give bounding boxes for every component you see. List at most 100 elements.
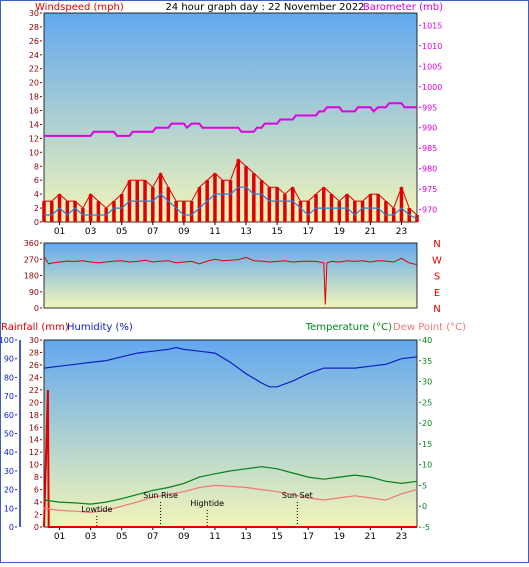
direction-axis-tick-label: 180 xyxy=(24,272,39,281)
temperature-axis-tick-label: -5 xyxy=(422,523,430,532)
windspeed-axis-tick-label: 8 xyxy=(34,162,39,171)
direction-axis-tick-label: 90 xyxy=(29,288,39,297)
rainfall-axis-tick-label: 20 xyxy=(29,398,39,407)
rainfall-axis-tick-label: 2 xyxy=(34,511,39,520)
plot-area xyxy=(44,340,417,527)
windspeed-axis-tick-label: 6 xyxy=(34,176,39,185)
direction-axis-tick-label: 360 xyxy=(24,239,39,248)
rainfall-line xyxy=(43,389,417,528)
x-tick-label: 15 xyxy=(271,227,282,237)
x-tick-label: 17 xyxy=(302,532,313,542)
barometer-axis-tick-label: 1000 xyxy=(422,83,442,92)
rainfall-axis-tick-label: 18 xyxy=(29,411,39,420)
dewpoint-label: Dew Point (°C) xyxy=(393,322,466,333)
temperature-axis-tick-label: 0 xyxy=(422,502,427,511)
x-tick-label: 19 xyxy=(334,227,346,237)
temperature-axis-tick-label: 10 xyxy=(422,461,432,470)
humidity-axis-tick-label: 20 xyxy=(4,486,14,495)
rainfall-axis-tick-label: 0 xyxy=(34,523,39,532)
temperature-axis-tick-label: 20 xyxy=(422,419,432,428)
compass-label: W xyxy=(432,255,442,266)
barometer-axis-tick-label: 970 xyxy=(422,206,437,215)
windspeed-axis-tick-label: 30 xyxy=(29,9,39,18)
humidity-axis-tick-label: 40 xyxy=(4,448,14,457)
x-tick-label: 05 xyxy=(116,532,127,542)
event-label: Hightide xyxy=(190,499,224,508)
x-tick-label: 01 xyxy=(54,532,65,542)
compass-label: N xyxy=(433,239,440,250)
rainfall-axis-tick-label: 30 xyxy=(29,336,39,345)
windspeed-line xyxy=(44,158,418,216)
wind-baro-panel: 01 03 05 07 09 11 13 15 17 19 21 230246810121416182… xyxy=(29,9,443,237)
windspeed-axis-tick-label: 4 xyxy=(34,190,39,199)
x-tick-label: 15 xyxy=(271,532,282,542)
temperature-axis-tick-label: 35 xyxy=(422,357,432,366)
temperature-axis-tick-label: 25 xyxy=(422,398,432,407)
windspeed-axis-tick-label: 20 xyxy=(29,79,39,88)
compass-label: S xyxy=(434,272,440,283)
windspeed-axis-tick-label: 16 xyxy=(29,107,39,116)
windspeed-axis-tick-label: 0 xyxy=(34,218,39,227)
plot-area xyxy=(44,243,417,308)
barometer-axis-tick-label: 1010 xyxy=(422,42,442,51)
barometer-axis-tick-label: 975 xyxy=(422,185,437,194)
rainfall-axis-tick-label: 16 xyxy=(29,423,39,432)
rainfall-axis-tick-label: 6 xyxy=(34,486,39,495)
humidity-axis-tick-label: 30 xyxy=(4,467,14,476)
event-label: Lowtide xyxy=(81,505,112,514)
barometer-axis-tick-label: 990 xyxy=(422,124,437,133)
x-tick-label: 09 xyxy=(178,532,190,542)
humidity-axis-tick-label: 100 xyxy=(0,336,14,345)
x-tick-label: 05 xyxy=(116,227,127,237)
x-tick-label: 21 xyxy=(365,227,376,237)
rainfall-label: Rainfall (mm) xyxy=(1,322,69,333)
windspeed-label: Windspeed (mph) xyxy=(35,2,124,13)
dewpoint-line xyxy=(43,484,418,514)
x-tick-label: 13 xyxy=(240,227,251,237)
event-label: Sun Rise xyxy=(143,491,178,500)
humidity-axis-tick-label: 10 xyxy=(4,504,14,513)
temperature-axis-tick-label: 30 xyxy=(422,378,432,387)
rainfall-axis-tick-label: 14 xyxy=(29,436,39,445)
temperature-axis-tick-label: 5 xyxy=(422,481,427,490)
x-tick-label: 11 xyxy=(209,532,220,542)
humidity-axis-tick-label: 0 xyxy=(9,523,14,532)
windspeed-axis-tick-label: 24 xyxy=(29,51,39,60)
windspeed-axis-tick-label: 28 xyxy=(29,23,39,32)
x-tick-label: 13 xyxy=(240,532,251,542)
x-tick-label: 01 xyxy=(54,227,65,237)
barometer-line xyxy=(44,102,417,137)
humidity-axis-tick-label: 60 xyxy=(4,411,14,420)
barometer-axis-tick-label: 980 xyxy=(422,165,437,174)
windspeed-axis-tick-label: 12 xyxy=(29,134,39,143)
x-tick-label: 17 xyxy=(302,227,313,237)
humidity-axis-tick-label: 50 xyxy=(4,430,14,439)
x-tick-label: 21 xyxy=(365,532,376,542)
average-wind-line xyxy=(44,186,418,220)
x-tick-label: 03 xyxy=(85,532,96,542)
windspeed-axis-tick-label: 22 xyxy=(29,65,39,74)
direction-axis-tick-label: 270 xyxy=(24,255,39,264)
x-tick-label: 19 xyxy=(334,532,346,542)
barometer-axis-tick-label: 1015 xyxy=(422,21,442,30)
x-tick-label: 23 xyxy=(396,532,407,542)
compass-label: N xyxy=(433,304,440,315)
x-tick-label: 03 xyxy=(85,227,96,237)
x-tick-label: 09 xyxy=(178,227,190,237)
humidity-axis-tick-label: 90 xyxy=(4,355,14,364)
rainfall-axis-tick-label: 22 xyxy=(29,386,39,395)
barometer-axis-tick-label: 1005 xyxy=(422,62,442,71)
temperature-axis-tick-label: 15 xyxy=(422,440,432,449)
event-label: Sun Set xyxy=(282,491,313,500)
direction-axis-tick-label: 0 xyxy=(34,304,39,313)
x-tick-label: 07 xyxy=(147,532,158,542)
rainfall-axis-tick-label: 4 xyxy=(34,498,39,507)
x-tick-label: 23 xyxy=(396,227,407,237)
humidity-axis-tick-label: 70 xyxy=(4,392,14,401)
barometer-axis-tick-label: 995 xyxy=(422,103,437,112)
wind-direction-line xyxy=(43,256,418,305)
rainfall-axis-tick-label: 10 xyxy=(29,461,39,470)
plot-border xyxy=(43,242,418,309)
rainfall-axis-tick-label: 28 xyxy=(29,348,39,357)
